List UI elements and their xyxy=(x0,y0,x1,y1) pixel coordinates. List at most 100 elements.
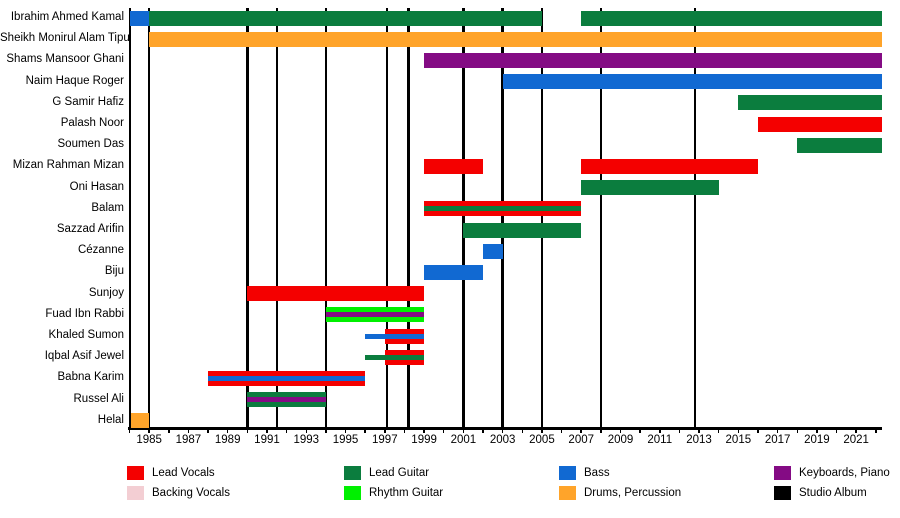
legend-label-bass: Bass xyxy=(584,467,610,479)
studio-album-marker-line xyxy=(501,8,504,428)
studio-album-marker-line xyxy=(246,8,249,428)
x-axis-tick xyxy=(816,429,818,433)
member-label: Sazzad Arifin xyxy=(56,223,124,235)
x-axis-tick xyxy=(717,429,720,433)
x-axis-label: 2001 xyxy=(450,434,477,446)
x-axis-tick xyxy=(835,429,838,433)
x-axis-tick xyxy=(521,429,524,433)
x-axis-tick xyxy=(148,429,150,433)
x-axis-tick xyxy=(580,429,582,433)
x-axis-tick xyxy=(737,429,740,433)
timeline-bar-lead_vocals xyxy=(384,349,425,365)
x-axis-tick xyxy=(285,429,288,433)
member-label: Fuad Ibn Rabbi xyxy=(45,307,124,320)
legend-label-keyboards_piano: Keyboards, Piano xyxy=(799,467,890,479)
x-axis-tick xyxy=(423,429,425,433)
timeline-bar-bass xyxy=(502,74,882,90)
member-label: Palash Noor xyxy=(60,117,124,129)
x-axis-tick xyxy=(325,429,327,433)
x-axis-line xyxy=(128,427,882,430)
timeline-bar-bass xyxy=(424,264,483,280)
member-label: Balam xyxy=(91,201,124,214)
timeline-bar-lead_vocals xyxy=(384,328,425,344)
x-axis-tick xyxy=(403,429,406,433)
timeline-bar-lead_guitar xyxy=(581,180,719,196)
timeline-bar-bass xyxy=(129,10,150,26)
x-axis-tick xyxy=(168,429,170,433)
x-axis-tick xyxy=(501,429,504,433)
studio-album-marker-line xyxy=(693,8,697,428)
x-axis-tick xyxy=(541,429,543,433)
x-axis-tick xyxy=(855,429,857,433)
x-axis-label: 2017 xyxy=(764,434,791,446)
x-axis-label: 2021 xyxy=(843,434,869,446)
timeline-bar-stripe-lead_guitar xyxy=(424,206,582,212)
timeline-bar-lead_guitar xyxy=(247,392,326,408)
timeline-bar-lead_guitar xyxy=(463,222,582,238)
x-axis-tick xyxy=(619,429,622,433)
timeline-bar-lead_vocals xyxy=(247,286,425,302)
legend-label-rhythm_guitar: Rhythm Guitar xyxy=(369,486,444,499)
member-label: Sunjoy xyxy=(88,286,124,299)
x-axis-tick xyxy=(678,429,681,433)
timeline-bar-lead_guitar xyxy=(797,137,882,153)
x-axis-tick xyxy=(226,429,229,433)
member-label: Naim Haque Roger xyxy=(25,74,124,87)
x-axis-tick xyxy=(344,429,347,433)
timeline-bar-lead_vocals xyxy=(424,158,483,174)
x-axis-label: 2019 xyxy=(804,434,830,446)
x-axis-tick xyxy=(442,429,445,433)
x-axis-label: 2003 xyxy=(489,434,516,446)
legend-label-studio_album: Studio Album xyxy=(799,486,867,499)
timeline-bar-drums_percussion xyxy=(131,413,150,429)
timeline-bar-stripe-bass xyxy=(208,375,366,381)
legend-swatch-bass xyxy=(559,466,576,480)
timeline-bar-stripe-bass xyxy=(384,333,425,339)
studio-album-marker-line xyxy=(407,8,410,428)
x-axis-label: 1993 xyxy=(293,434,320,446)
member-label: G Samir Hafiz xyxy=(52,95,124,108)
x-axis-label: 1989 xyxy=(214,434,241,446)
x-axis-tick xyxy=(364,429,366,433)
timeline-bar-lead_guitar xyxy=(149,10,542,26)
member-label: Biju xyxy=(104,265,124,278)
legend-swatch-drums_percussion xyxy=(559,485,576,500)
x-axis-tick xyxy=(698,429,700,433)
x-axis-label: 1995 xyxy=(332,434,359,446)
x-axis-tick xyxy=(875,429,877,433)
y-axis-line xyxy=(128,8,131,429)
timeline-bar-lead_guitar xyxy=(581,10,882,26)
member-label: Babna Karim xyxy=(57,371,124,384)
timeline-bar-lead_vocals xyxy=(424,201,582,217)
member-label: Sheikh Monirul Alam Tipu xyxy=(0,32,130,45)
legend-swatch-studio_album xyxy=(774,485,791,500)
x-axis-tick xyxy=(757,429,759,433)
x-axis-tick xyxy=(600,429,602,433)
x-axis-label: 2005 xyxy=(529,434,555,446)
legend-swatch-backing_vocals xyxy=(127,485,144,500)
timeline-bar-lead_vocals xyxy=(581,158,758,174)
timeline-bar-stripe-keyboards_piano xyxy=(247,397,326,403)
x-axis-label: 1991 xyxy=(254,434,280,446)
studio-album-marker-line xyxy=(462,8,465,428)
x-axis-tick xyxy=(639,429,641,433)
member-label: Shams Mansoor Ghani xyxy=(6,53,124,66)
x-axis-tick xyxy=(207,429,209,433)
x-axis-label: 2011 xyxy=(647,434,673,446)
x-axis-label: 2009 xyxy=(607,434,634,446)
x-axis-tick xyxy=(796,429,798,433)
timeline-bar-rhythm_guitar xyxy=(325,307,425,323)
timeline-bar-drums_percussion xyxy=(149,31,882,47)
x-axis-label: 2015 xyxy=(725,434,752,446)
member-label: Soumen Das xyxy=(57,138,124,151)
member-label: Mizan Rahman Mizan xyxy=(12,159,124,172)
legend-label-drums_percussion: Drums, Percussion xyxy=(584,486,682,499)
member-label: Oni Hasan xyxy=(69,180,124,193)
x-axis-tick xyxy=(560,429,563,433)
legend-swatch-rhythm_guitar xyxy=(344,485,361,500)
timeline-bar-lead_guitar xyxy=(738,95,882,111)
legend-swatch-lead_vocals xyxy=(127,466,144,480)
x-axis-label: 2007 xyxy=(568,434,595,446)
